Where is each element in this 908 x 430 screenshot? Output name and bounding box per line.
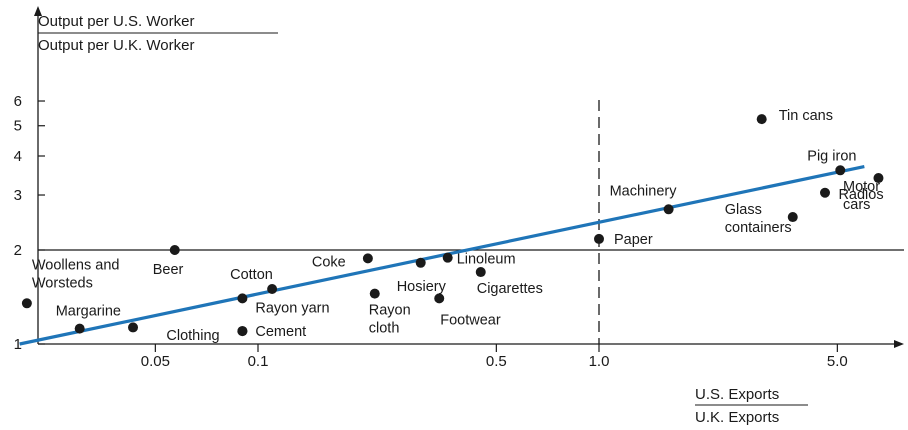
point-label-line2: containers — [725, 220, 792, 236]
y-ticks: 1 2 3 4 5 6 — [14, 93, 45, 353]
point-label: Motor — [843, 179, 880, 195]
data-point — [169, 245, 180, 255]
point-label: Footwear — [440, 312, 501, 328]
point-labels: Woollens and Worsteds Margarine Beer Clothin… — [32, 108, 884, 344]
data-point — [267, 284, 278, 295]
point-label: Cigarettes — [477, 281, 543, 297]
data-point — [434, 293, 445, 304]
x-tick-label: 0.1 — [248, 353, 269, 370]
data-point — [835, 165, 846, 176]
x-ticks: 0.05 0.1 0.5 1.0 5.0 — [141, 344, 848, 370]
data-point — [128, 322, 139, 333]
data-point — [663, 204, 674, 215]
data-point — [594, 233, 604, 244]
trend-line — [19, 165, 865, 346]
data-point — [74, 323, 85, 334]
x-tick-label: 5.0 — [827, 353, 848, 370]
y-tick-label: 2 — [14, 242, 22, 259]
point-label: Machinery — [610, 183, 678, 199]
point-label: Radios — [838, 187, 883, 203]
x-axis-title-denominator: U.K. Exports — [695, 409, 779, 426]
point-label: Margarine — [56, 304, 121, 320]
point-label: Rayon — [369, 303, 411, 319]
y-tick-label: 6 — [14, 93, 22, 110]
y-tick-label: 3 — [14, 187, 22, 204]
point-label: Cotton — [230, 267, 273, 283]
y-tick-label: 4 — [14, 148, 22, 165]
point-label: Linoleum — [457, 252, 516, 268]
x-tick-label: 0.5 — [486, 353, 507, 370]
point-label: Coke — [312, 254, 346, 270]
data-point — [873, 173, 884, 184]
data-point — [756, 114, 767, 125]
data-point — [237, 293, 248, 304]
y-tick-label: 5 — [14, 118, 22, 135]
data-point — [415, 257, 426, 268]
data-point — [21, 298, 32, 309]
data-point — [787, 212, 798, 223]
data-point — [442, 252, 453, 263]
data-point — [820, 187, 831, 198]
data-points — [21, 114, 884, 337]
point-label-line2: Worsteds — [32, 275, 93, 291]
data-point — [237, 326, 248, 337]
point-label: Woollens and — [32, 257, 120, 273]
point-label: Clothing — [166, 328, 219, 344]
point-label-line2: cloth — [369, 321, 400, 337]
x-axis-title-numerator: U.S. Exports — [695, 386, 779, 403]
x-axis-arrow — [894, 340, 904, 348]
point-label: Hosiery — [397, 279, 447, 295]
data-point — [475, 267, 486, 278]
point-label: Paper — [614, 232, 653, 248]
point-label: Beer — [153, 262, 184, 278]
data-point — [362, 253, 373, 264]
trend-line-group — [19, 165, 865, 346]
data-point — [369, 288, 380, 299]
x-tick-label: 0.05 — [141, 353, 170, 370]
y-axis-title-numerator: Output per U.S. Worker — [38, 13, 194, 30]
point-label: Pig iron — [807, 148, 856, 164]
y-axis-arrow — [34, 6, 42, 16]
point-label: Tin cans — [779, 108, 833, 124]
point-label: Cement — [255, 324, 306, 340]
point-label: Glass — [725, 202, 762, 218]
point-label: Rayon yarn — [255, 300, 329, 316]
x-tick-label: 1.0 — [589, 353, 610, 370]
y-tick-label: 1 — [14, 336, 22, 353]
point-label-line2: cars — [843, 197, 870, 213]
y-axis-title-denominator: Output per U.K. Worker — [38, 37, 194, 54]
